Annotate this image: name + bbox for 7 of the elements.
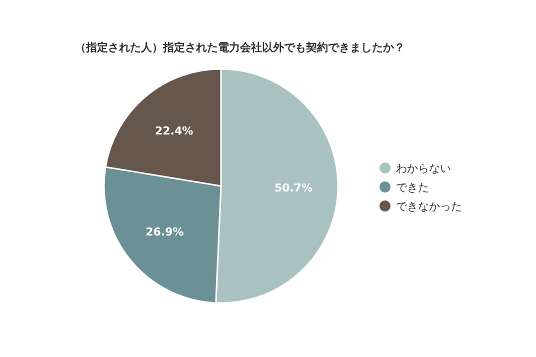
legend-label: できなかった [396, 200, 462, 213]
data-label: 50.7% [274, 182, 313, 195]
data-label: 22.4% [154, 124, 194, 138]
legend-label: わからない [396, 162, 451, 175]
data-label: 26.9% [146, 226, 184, 239]
legend-label: できた [396, 181, 429, 194]
chart-title: （指定された人）指定された電力会社以外でも契約できましたか？ [75, 41, 405, 54]
